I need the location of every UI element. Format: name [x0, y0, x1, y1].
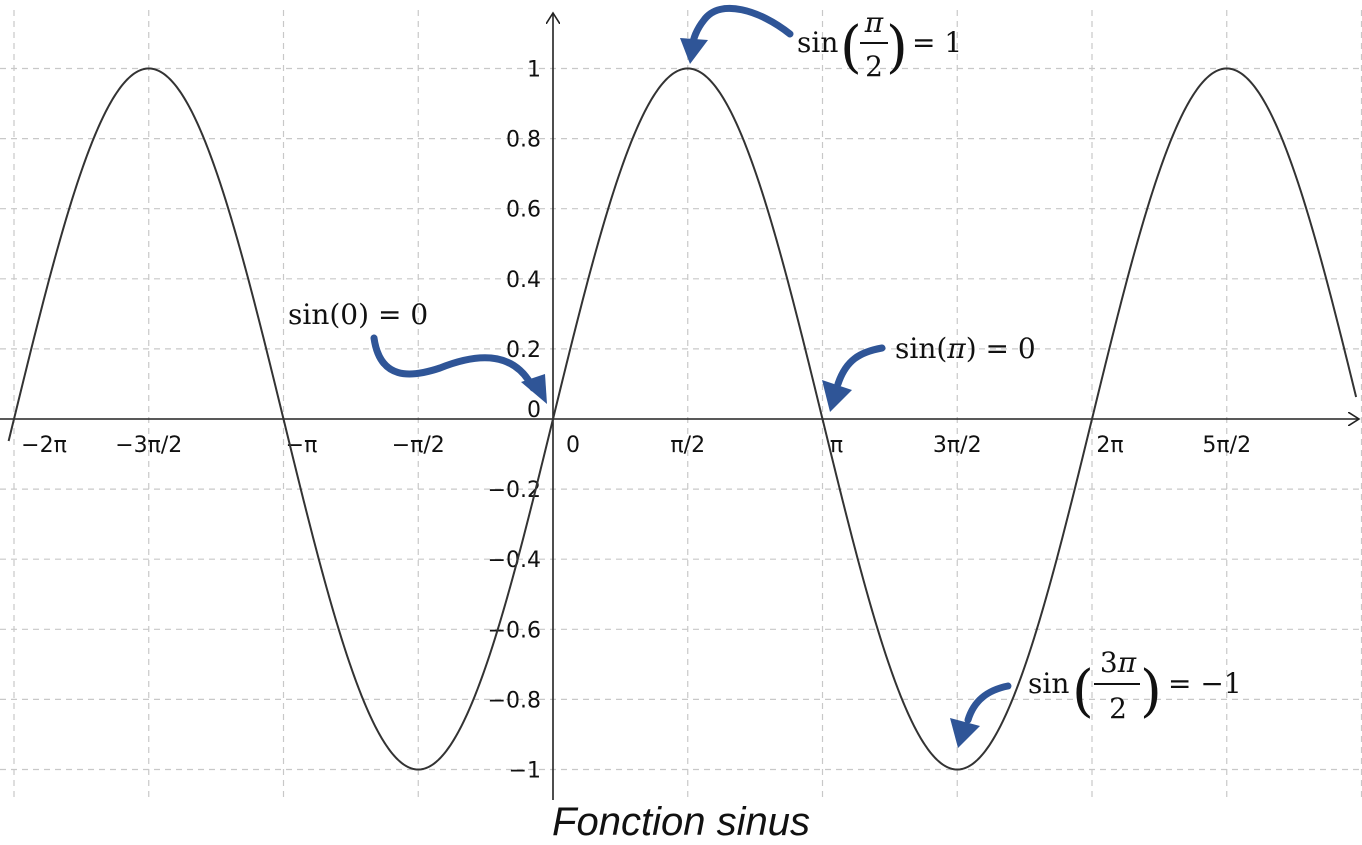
annotation-sin-pi-half-result: 1	[944, 26, 962, 59]
svg-text:(: (	[1072, 659, 1094, 724]
annotation-sin-pi-arg: π	[946, 332, 966, 365]
x-tick-label: −π/2	[392, 433, 445, 458]
chart-title: Fonction sinus	[552, 800, 810, 844]
y-tick-label: 0.4	[506, 268, 541, 293]
svg-text:3π: 3π	[1100, 646, 1137, 679]
svg-text:): )	[886, 15, 908, 80]
annotation-sin-pi-half: sin ( π 2 ) = 1	[797, 6, 962, 83]
y-tick-label: 0.2	[506, 338, 541, 363]
x-tick-label: 0	[566, 433, 580, 458]
svg-text:sin(0) = 0: sin(0) = 0	[288, 298, 428, 331]
sine-series	[7, 67, 1358, 771]
annotation-sin-zero-arg: 0	[340, 298, 358, 331]
arrow-sin-zero	[370, 334, 547, 404]
annotation-sin-pi: sin(π) = 0	[895, 332, 1036, 365]
y-tick-label: −0.2	[488, 478, 541, 503]
x-tick-label: 2π	[1096, 433, 1123, 458]
annotation-sin-pi-result: 0	[1018, 332, 1036, 365]
x-tick-label: 3π/2	[933, 433, 982, 458]
svg-text:sin(π) = 0: sin(π) = 0	[895, 332, 1036, 365]
svg-text:= −1: = −1	[1168, 667, 1242, 700]
annotation-sin-zero-fn: sin	[288, 298, 329, 331]
annotation-sin-zero-result: 0	[410, 298, 428, 331]
y-tick-label: 0.8	[506, 128, 541, 153]
x-tick-label: π	[830, 433, 843, 458]
x-tick-label: π/2	[670, 433, 705, 458]
y-tick-labels: 10.80.60.40.20−0.2−0.4−0.6−0.8−1	[488, 58, 541, 784]
y-tick-label: −0.8	[488, 688, 541, 713]
x-tick-label: −2π	[21, 433, 67, 458]
svg-text:): )	[1140, 659, 1162, 724]
annotation-sin-pi-half-denominator: 2	[865, 50, 883, 83]
x-tick-labels: −2π −3π/2 −π −π/2 0 π/2 π 3π/2 2π 5π/2	[21, 433, 1251, 458]
annotation-sin-pi-fn: sin	[895, 332, 936, 365]
svg-text:(: (	[840, 15, 862, 80]
annotation-sin-pi-half-numerator: π	[864, 6, 884, 39]
axes	[0, 14, 1358, 800]
annotation-sin-three-pi-half-denominator: 2	[1109, 692, 1127, 725]
y-tick-label: 1	[527, 58, 541, 83]
svg-text:= 1: = 1	[912, 26, 962, 59]
x-tick-label: 5π/2	[1202, 433, 1251, 458]
annotation-sin-pi-half-fn: sin	[797, 26, 838, 59]
y-tick-label: 0.6	[506, 198, 541, 223]
sine-curve	[7, 67, 1358, 771]
grid	[0, 10, 1362, 800]
annotation-sin-three-pi-half-fn: sin	[1028, 667, 1069, 700]
annotation-arrows	[370, 4, 1012, 748]
y-tick-label: −1	[509, 759, 541, 784]
x-tick-label: −3π/2	[115, 433, 182, 458]
arrow-sin-three-pi-half	[950, 682, 1012, 748]
annotation-sin-three-pi-half: sin ( 3π 3π 2 ) = −1	[1028, 646, 1242, 725]
annotation-sin-three-pi-half-result: −1	[1200, 667, 1241, 700]
arrow-sin-pi-half	[680, 4, 794, 64]
annotation-sin-zero: sin(0) = 0	[288, 298, 428, 331]
y-tick-label: 0	[527, 398, 541, 423]
arrow-sin-pi	[822, 344, 886, 412]
